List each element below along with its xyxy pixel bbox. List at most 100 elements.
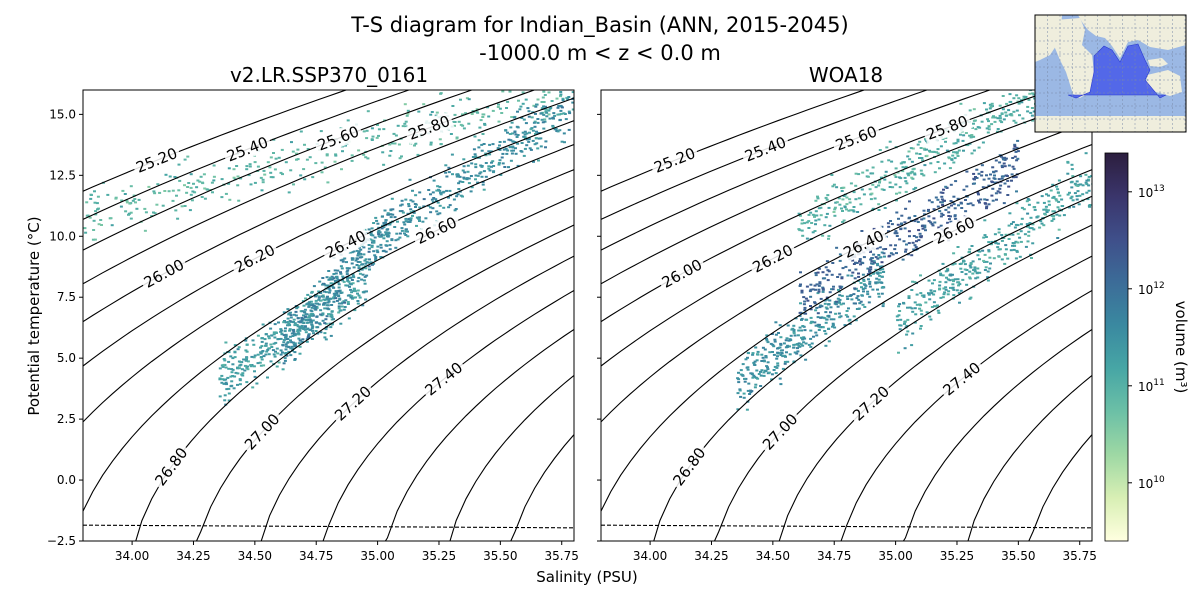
- ts-point: [370, 139, 374, 141]
- ts-point: [862, 290, 865, 293]
- ts-point: [178, 179, 182, 182]
- ts-point: [875, 247, 879, 250]
- ts-point: [367, 261, 371, 264]
- ts-point: [364, 258, 368, 261]
- ts-point: [310, 314, 314, 317]
- ts-point: [520, 117, 524, 119]
- ts-point: [1004, 157, 1008, 160]
- ts-point: [326, 301, 330, 304]
- ts-point: [911, 310, 915, 313]
- ts-point: [335, 299, 339, 302]
- ts-point: [282, 339, 286, 341]
- ts-point: [894, 176, 898, 178]
- ts-point: [780, 351, 784, 354]
- ts-point: [1032, 110, 1036, 113]
- ts-point: [220, 381, 224, 384]
- inset-map-land-australia: [1146, 70, 1182, 96]
- ts-point: [944, 288, 948, 291]
- ts-point: [239, 177, 243, 180]
- ts-point: [927, 292, 930, 295]
- ts-point: [390, 142, 394, 145]
- ts-point: [520, 142, 524, 144]
- ts-point: [792, 343, 796, 346]
- ts-point: [367, 247, 371, 250]
- ts-point: [461, 169, 465, 172]
- ts-point: [341, 279, 345, 282]
- ts-point: [372, 239, 376, 242]
- ts-point: [828, 299, 832, 302]
- ts-point: [252, 365, 256, 368]
- ts-point: [812, 335, 815, 338]
- ts-point: [321, 319, 325, 322]
- ts-point: [498, 159, 502, 162]
- ts-point: [350, 159, 354, 162]
- ts-point: [966, 144, 970, 147]
- ts-point: [229, 355, 233, 358]
- ts-point: [222, 382, 226, 385]
- ts-point: [836, 305, 840, 308]
- ts-point: [555, 97, 559, 100]
- ts-point: [357, 149, 361, 152]
- ts-point: [340, 168, 343, 171]
- ts-point: [915, 236, 919, 239]
- ts-point: [364, 267, 368, 270]
- ts-point: [764, 356, 768, 359]
- ts-point: [985, 174, 988, 177]
- ts-point: [809, 305, 812, 307]
- ts-point: [1028, 222, 1032, 224]
- ts-point: [1069, 197, 1073, 200]
- ts-point: [256, 353, 260, 356]
- right-panel-title: WOA18: [809, 63, 883, 87]
- ts-point: [936, 309, 940, 312]
- ts-point: [870, 257, 874, 260]
- ts-point: [987, 241, 991, 244]
- ts-point: [374, 257, 378, 260]
- ts-point: [119, 205, 123, 208]
- ts-point: [503, 166, 507, 168]
- ts-point: [267, 337, 271, 340]
- ts-point: [341, 275, 345, 278]
- ts-point: [1056, 191, 1060, 194]
- ts-point: [506, 149, 510, 152]
- ts-point: [968, 109, 972, 112]
- contour-label-bg: [656, 254, 708, 293]
- ts-point: [125, 201, 129, 204]
- ts-point: [908, 306, 912, 309]
- ts-point: [832, 211, 836, 213]
- ts-point: [236, 372, 240, 375]
- ts-point: [802, 341, 806, 344]
- ts-point: [487, 115, 491, 118]
- ts-point: [1009, 249, 1013, 252]
- ts-point: [840, 207, 843, 210]
- ts-point: [807, 343, 811, 346]
- ts-point: [106, 193, 110, 196]
- ts-point: [972, 269, 976, 271]
- ts-point: [1014, 150, 1018, 153]
- ts-point: [229, 385, 233, 388]
- ts-point: [838, 285, 842, 288]
- ts-point: [973, 266, 977, 269]
- ts-point: [383, 223, 387, 226]
- ts-point: [1051, 183, 1055, 186]
- contour-label-bg: [138, 254, 190, 293]
- x-tick-label: 34.50: [756, 549, 790, 563]
- ts-point: [289, 347, 293, 350]
- ts-point: [250, 355, 254, 358]
- ts-point: [293, 351, 297, 354]
- ts-point: [531, 139, 535, 142]
- ts-point: [990, 194, 994, 197]
- ts-point: [164, 173, 168, 176]
- ts-point: [798, 229, 802, 232]
- ts-point: [309, 313, 313, 316]
- ts-point: [368, 258, 371, 261]
- ts-point: [248, 165, 252, 168]
- ts-point: [363, 282, 367, 285]
- contour-label-bg: [403, 111, 455, 145]
- ts-point: [857, 298, 861, 301]
- ts-point: [866, 273, 870, 276]
- ts-point: [375, 249, 379, 252]
- ts-point: [930, 201, 934, 204]
- ts-point: [544, 105, 547, 108]
- ts-point: [361, 263, 364, 266]
- ts-point: [951, 283, 955, 286]
